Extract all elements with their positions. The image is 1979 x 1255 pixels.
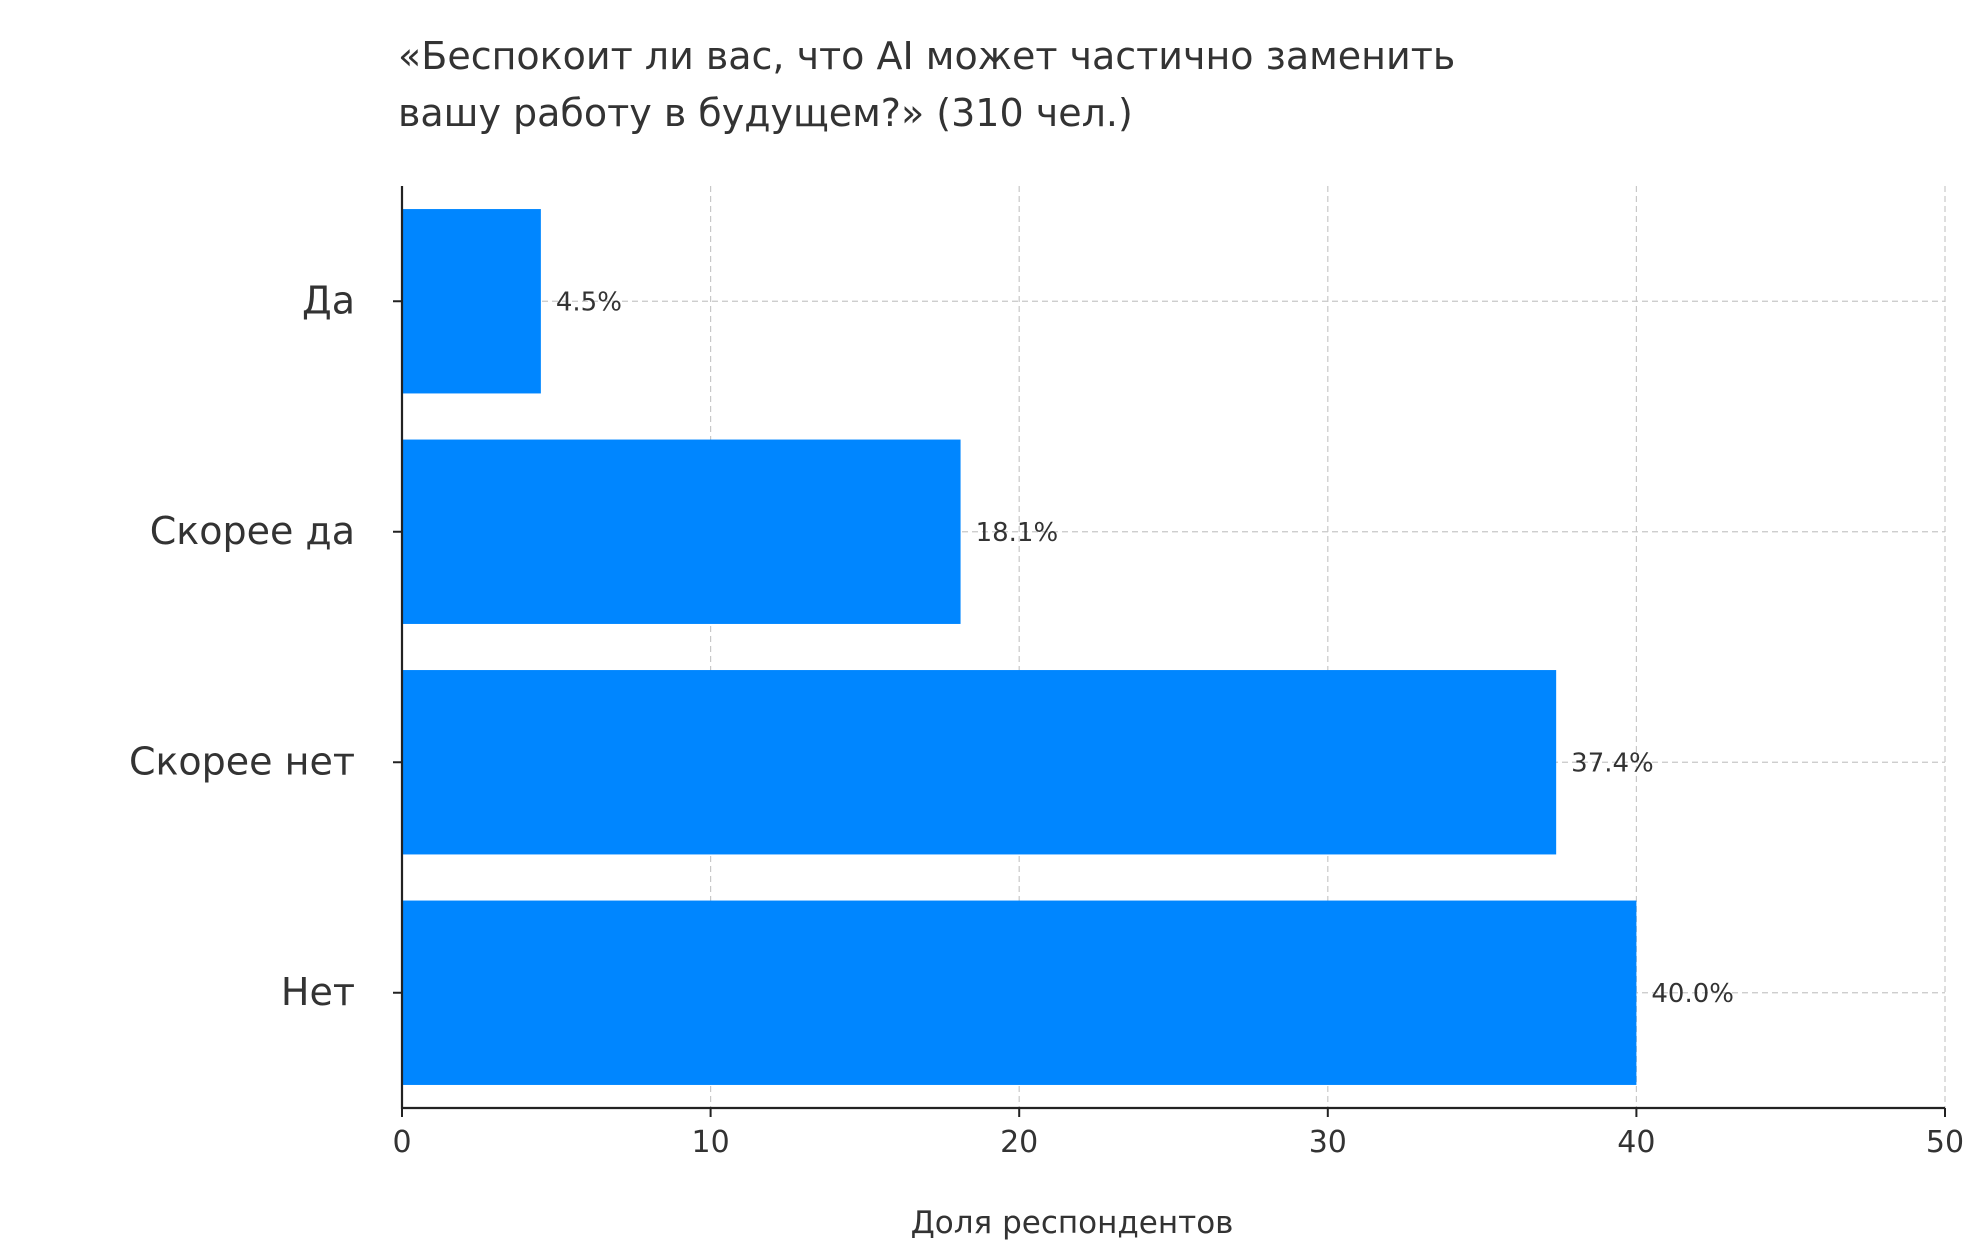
bar [402,439,961,624]
x-tick-label: 10 [692,1125,730,1160]
axes [393,186,1946,1117]
x-axis-title: Доля респондентов [911,1205,1234,1241]
category-label: Скорее да [150,509,355,553]
chart-title: «Беспокоит ли вас, что AI может частично… [398,28,1598,142]
x-tick-label: 30 [1309,1125,1347,1160]
data-label: 4.5% [556,287,622,317]
bars [402,209,1637,1085]
data-label: 37.4% [1571,748,1654,778]
data-label: 18.1% [976,518,1059,548]
data-label: 40.0% [1651,979,1734,1009]
category-label: Да [302,278,355,322]
chart-title-line-1: «Беспокоит ли вас, что AI может частично… [398,34,1456,78]
bar [402,670,1557,855]
x-tick-label: 0 [392,1125,411,1160]
category-label: Скорее нет [129,739,355,783]
bar [402,900,1637,1085]
x-tick-label: 50 [1926,1125,1964,1160]
x-tick-label: 40 [1617,1125,1655,1160]
category-label: Нет [281,970,355,1014]
labels: 0 10 20 30 40 50 Да 4.5% Скорее да 18.1% Скорее не… [129,278,1964,1160]
bar [402,209,541,394]
chart-title-line-2: вашу работу в будущем?» (310 чел.) [398,91,1133,135]
x-tick-label: 20 [1000,1125,1038,1160]
